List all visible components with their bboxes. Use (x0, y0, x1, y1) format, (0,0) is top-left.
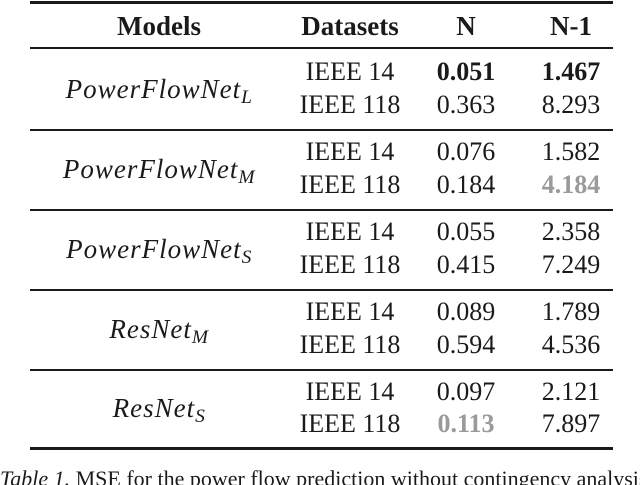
model-base: PowerFlowNet (66, 234, 242, 264)
value-cell-n1: 7.897 (541, 409, 601, 438)
value-cell-n1: 4.184 (541, 170, 601, 199)
value-cell-n: 0.097 (436, 377, 496, 406)
dataset-cell: IEEE 118 (299, 330, 401, 359)
table-row: IEEE 118 0.184 4.184 (30, 170, 613, 200)
dataset-cell: IEEE 14 (305, 297, 395, 326)
table-row: IEEE 14 0.055 2.358 (30, 217, 613, 247)
value-cell-n: 0.184 (436, 170, 496, 199)
header-n: N (456, 11, 476, 41)
model-name: PowerFlowNetM (63, 129, 255, 209)
dataset-cell: IEEE 14 (305, 137, 395, 166)
dataset-cell: IEEE 14 (305, 57, 395, 86)
value-cell-n1: 4.536 (541, 330, 601, 359)
model-base: PowerFlowNet (65, 74, 242, 104)
model-name: PowerFlowNetS (66, 209, 252, 289)
table-row: IEEE 118 0.594 4.536 (30, 330, 613, 360)
model-subscript: M (238, 166, 256, 188)
value-cell-n: 0.051 (436, 57, 496, 86)
model-group-resnet-s: ResNetS IEEE 14 0.097 2.121 IEEE 118 0.1… (30, 369, 613, 447)
bottom-rule (30, 447, 613, 450)
model-subscript: S (241, 246, 252, 268)
group-separator-rule (30, 289, 613, 291)
value-cell-n: 0.594 (436, 330, 496, 359)
dataset-cell: IEEE 14 (305, 217, 395, 246)
table-row: IEEE 118 0.363 8.293 (30, 90, 613, 120)
value-cell-n1: 1.582 (541, 137, 601, 166)
table-row: IEEE 14 0.089 1.789 (30, 297, 613, 327)
dataset-cell: IEEE 118 (299, 170, 401, 199)
model-group-powerflownet-m: PowerFlowNetM IEEE 14 0.076 1.582 IEEE 1… (30, 129, 613, 209)
group-separator-rule (30, 209, 613, 211)
value-cell-n1: 2.121 (541, 377, 601, 406)
value-cell-n1: 1.789 (541, 297, 601, 326)
model-subscript: S (195, 405, 206, 427)
value-cell-n: 0.055 (436, 217, 496, 246)
value-cell-n1: 7.249 (541, 250, 601, 279)
value-cell-n1: 8.293 (541, 90, 601, 119)
model-name: PowerFlowNetL (66, 49, 253, 129)
model-group-resnet-m: ResNetM IEEE 14 0.089 1.789 IEEE 118 0.5… (30, 289, 613, 369)
value-cell-n1: 2.358 (541, 217, 601, 246)
value-cell-n: 0.089 (436, 297, 496, 326)
model-group-powerflownet-s: PowerFlowNetS IEEE 14 0.055 2.358 IEEE 1… (30, 209, 613, 289)
results-table: Models Datasets N N-1 PowerFlowNetL IEEE… (30, 1, 613, 450)
dataset-cell: IEEE 118 (299, 409, 401, 438)
value-cell-n: 0.363 (436, 90, 496, 119)
model-name: ResNetS (113, 369, 206, 447)
dataset-cell: IEEE 118 (299, 90, 401, 119)
table-row: IEEE 118 0.113 7.897 (30, 409, 613, 439)
header-n-minus-1: N-1 (550, 11, 592, 41)
dataset-cell: IEEE 14 (305, 377, 395, 406)
table-caption: Table 1. MSE for the power flow predicti… (0, 466, 640, 485)
value-cell-n1: 1.467 (541, 57, 601, 86)
table-row: IEEE 14 0.097 2.121 (30, 377, 613, 407)
model-group-powerflownet-l: PowerFlowNetL IEEE 14 0.051 1.467 IEEE 1… (30, 49, 613, 129)
table-row: IEEE 14 0.076 1.582 (30, 137, 613, 167)
table-row: IEEE 14 0.051 1.467 (30, 57, 613, 87)
value-cell-n: 0.076 (436, 137, 496, 166)
top-rule (30, 1, 613, 4)
table-row: IEEE 118 0.415 7.249 (30, 250, 613, 280)
header-datasets: Datasets (301, 11, 399, 41)
table-header-row: Models Datasets N N-1 (30, 5, 613, 47)
caption-text: MSE for the power flow prediction withou… (75, 466, 640, 485)
model-base: ResNet (109, 314, 192, 344)
caption-label: Table 1. (0, 466, 71, 485)
model-subscript: L (241, 86, 253, 108)
model-subscript: M (191, 326, 209, 348)
value-cell-n: 0.113 (437, 409, 495, 438)
model-base: PowerFlowNet (62, 154, 239, 184)
group-separator-rule (30, 369, 613, 371)
dataset-cell: IEEE 118 (299, 250, 401, 279)
value-cell-n: 0.415 (436, 250, 496, 279)
header-models: Models (117, 11, 201, 41)
model-base: ResNet (112, 393, 196, 423)
model-name: ResNetM (109, 289, 208, 369)
group-separator-rule (30, 129, 613, 131)
header-rule (30, 47, 613, 49)
